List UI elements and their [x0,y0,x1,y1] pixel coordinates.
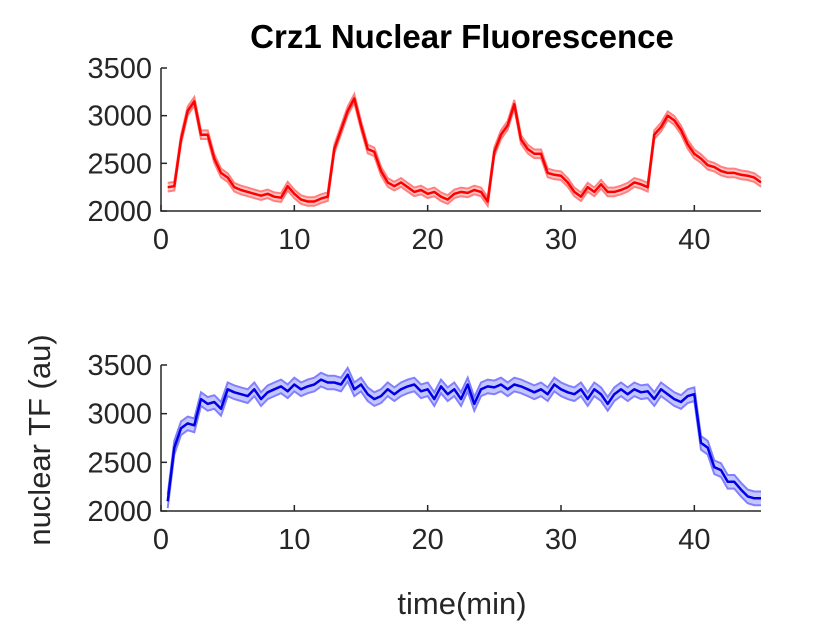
bottom-plot-data-group [166,365,761,509]
top-plot-y-tick-label: 3000 [87,101,152,133]
y-axis-label: nuclear TF (au) [22,334,57,545]
top-plot-data-group [167,91,762,209]
bottom-plot: 0 10 20 30 40 2000 2500 3000 3500 [87,350,761,556]
bottom-plot-ticks: 0 10 20 30 40 2000 2500 3000 3500 [87,350,710,556]
bottom-plot-y-tick-label: 3500 [87,350,152,382]
top-plot: 0 10 20 30 40 2000 2500 3000 3500 [87,53,762,256]
top-plot-x-tick-label: 30 [545,224,577,256]
bottom-plot-x-tick-label: 30 [545,524,577,556]
top-plot-ticks: 0 10 20 30 40 2000 2500 3000 3500 [87,53,710,256]
top-plot-x-tick-label: 0 [153,224,169,256]
bottom-plot-band-lower [166,379,761,509]
bottom-plot-x-tick-label: 40 [678,524,710,556]
top-plot-x-tick-label: 40 [678,224,710,256]
top-plot-x-tick-label: 20 [412,224,444,256]
bottom-plot-x-tick-label: 20 [412,524,444,556]
top-plot-x-tick-label: 10 [278,224,310,256]
bottom-plot-series-line [166,373,761,502]
bottom-plot-y-tick-label: 2500 [87,447,152,479]
top-plot-y-tick-label: 2500 [87,148,152,180]
bottom-plot-x-tick-label: 10 [278,524,310,556]
x-axis-label: time(min) [397,586,526,621]
top-plot-y-tick-label: 3500 [87,53,152,85]
bottom-plot-band-upper [166,365,761,495]
top-plot-band-upper [167,91,762,200]
bottom-plot-x-tick-label: 0 [153,524,169,556]
bottom-plot-y-tick-label: 3000 [87,399,152,431]
top-plot-band-lower [167,100,762,209]
bottom-plot-y-tick-label: 2000 [87,496,152,528]
top-plot-y-tick-label: 2000 [87,196,152,228]
top-plot-series-line [167,97,762,203]
chart-title: Crz1 Nuclear Fluorescence [250,18,674,55]
